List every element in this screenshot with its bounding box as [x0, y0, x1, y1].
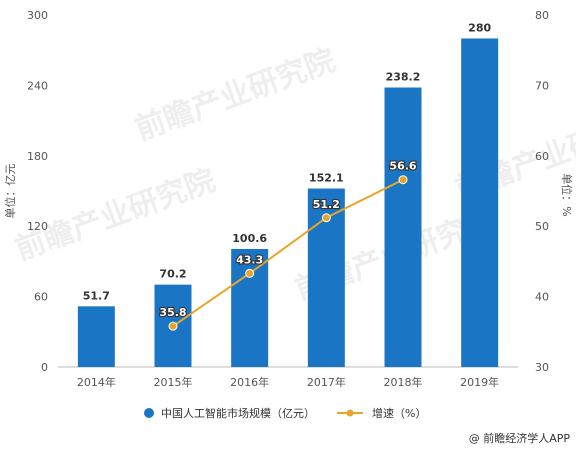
bar-value-label: 70.2 [159, 268, 186, 281]
y-right-tick-label: 60 [535, 150, 549, 163]
legend-bar-label: 中国人工智能市场规模（亿元） [161, 406, 315, 420]
y-left-tick-label: 240 [27, 79, 48, 92]
y-left-tick-label: 0 [41, 361, 48, 374]
y-right-tick-label: 30 [535, 361, 549, 374]
x-tick-label: 2015年 [154, 375, 193, 389]
bar [77, 306, 115, 367]
watermark-text: 前瞻产业研究院 [131, 43, 340, 148]
y-right-tick-label: 50 [535, 220, 549, 233]
growth-point [245, 268, 255, 278]
legend-line-label: 增速（%） [372, 406, 426, 420]
y-left-tick-label: 120 [27, 220, 48, 233]
x-tick-label: 2017年 [307, 375, 346, 389]
growth-point [168, 321, 178, 331]
y-left-axis-title: 单位：亿元 [3, 164, 17, 219]
legend: 中国人工智能市场规模（亿元） 增速（%） [144, 406, 426, 420]
y-left-tick-label: 300 [27, 9, 48, 22]
bars-series [77, 38, 499, 368]
x-tick-label: 2019年 [460, 375, 499, 389]
bar-value-label: 238.2 [386, 71, 421, 84]
x-tick-label: 2016年 [230, 375, 269, 389]
legend-bar-marker [144, 408, 154, 418]
y-right-tick-label: 40 [535, 291, 549, 304]
y-left-tick-label: 180 [27, 150, 48, 163]
legend-line-dot [346, 409, 354, 417]
y-right-tick-label: 80 [535, 9, 549, 22]
data-labels: 51.7 70.2 100.6 152.1 238.2 280 35.8 43.3 51.2 56… [83, 21, 492, 320]
bar [231, 248, 269, 367]
growth-value-label: 43.3 [236, 253, 263, 266]
x-tick-label: 2014年 [77, 375, 116, 389]
y-right-axis-title: 单位：% [560, 173, 574, 216]
growth-value-label: 51.2 [313, 198, 340, 211]
growth-value-label: 56.6 [389, 160, 416, 173]
growth-point [321, 213, 331, 223]
growth-value-label: 35.8 [159, 306, 186, 319]
bar-value-label: 152.1 [309, 172, 344, 185]
bar-value-label: 51.7 [83, 289, 110, 302]
bar-value-label: 100.6 [232, 232, 267, 245]
growth-line-series [168, 175, 408, 331]
bar-value-label: 280 [468, 21, 491, 34]
bar [384, 87, 422, 368]
bar [461, 38, 499, 367]
axes: 0 60 120 180 240 300 30 40 50 60 70 80 2014年 2015年 201… [3, 9, 574, 389]
y-right-tick-label: 70 [535, 79, 549, 92]
growth-line [172, 178, 404, 327]
credit-text: @ 前瞻经济学人APP [469, 431, 571, 445]
watermark-text: 前瞻产业研究院 [11, 163, 220, 268]
growth-point [398, 175, 408, 185]
x-tick-label: 2018年 [384, 375, 423, 389]
y-left-tick-label: 60 [34, 291, 48, 304]
